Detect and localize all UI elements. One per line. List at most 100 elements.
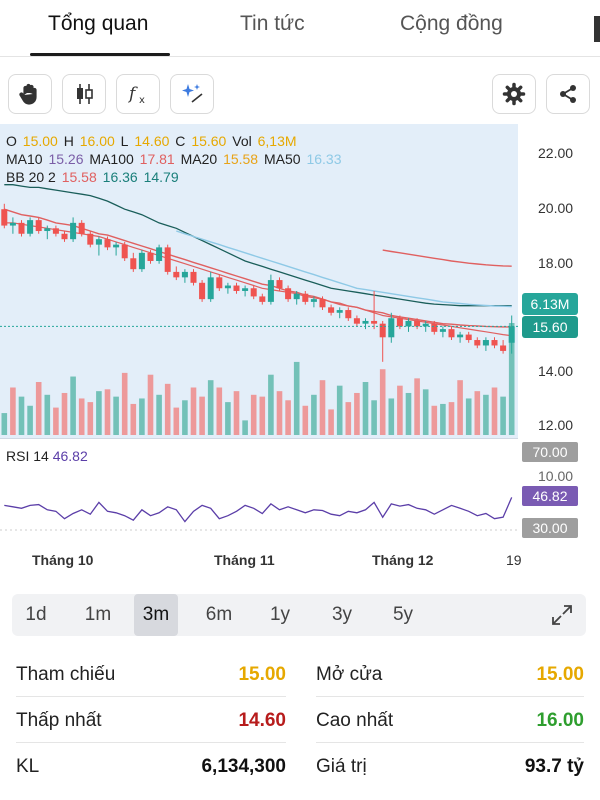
volume-bar [422, 389, 429, 435]
rsi-scale-top: 10.00 [538, 468, 574, 484]
candle-body [491, 340, 498, 346]
gear-icon [502, 82, 526, 106]
rsi-upper-badge: 70.00 [522, 442, 578, 462]
rsi-legend: RSI 14 46.82 [6, 448, 88, 464]
volume-bar [483, 394, 489, 435]
candle-body [500, 345, 507, 351]
candle-body [293, 293, 300, 300]
tab-overview[interactable]: Tổng quan [48, 12, 149, 35]
candle-body [35, 220, 42, 232]
candle-body [181, 271, 188, 278]
volume-bar [354, 392, 360, 435]
stat-reference: Tham chiếu 15.00 [16, 664, 286, 685]
candle-body [233, 285, 240, 291]
candle-body [414, 320, 421, 327]
volume-bar [414, 378, 420, 435]
period-1d[interactable]: 1d [25, 604, 47, 625]
active-tab-indicator [30, 53, 170, 56]
volume-badge: 6.13M [522, 293, 578, 315]
volume-bar [87, 402, 94, 435]
expand-icon[interactable] [550, 603, 574, 627]
candle-body [465, 334, 472, 341]
volume-bar [10, 387, 16, 435]
volume-bar [259, 396, 266, 435]
candle-body [242, 288, 249, 291]
volume-bar [293, 361, 300, 435]
volume-bar [285, 400, 291, 435]
volume-bar [500, 396, 506, 435]
price-tick: 22.00 [538, 145, 574, 161]
price-tick: 18.00 [538, 255, 574, 271]
volume-bar [139, 398, 145, 435]
volume-bar [70, 376, 76, 435]
period-1y[interactable]: 1y [269, 604, 291, 625]
indicators-button[interactable]: f x [116, 74, 160, 114]
candle-body [267, 280, 274, 302]
period-3m[interactable]: 3m [134, 594, 178, 636]
candle-body [95, 239, 102, 245]
volume-bar [345, 402, 352, 435]
candle-body [422, 323, 429, 327]
ma20-line [4, 208, 512, 328]
volume-bar [431, 405, 438, 435]
candle-body [156, 247, 163, 261]
ohlc-legend: O 15.00 H 16.00 L 14.60 C 15.60 Vol 6,13… [6, 133, 297, 149]
candle-body [396, 318, 403, 327]
ma10-line [4, 222, 512, 337]
share-icon [560, 85, 576, 103]
divider [16, 742, 286, 743]
chart-settings-button[interactable] [492, 74, 536, 114]
bollinger-upper-line [4, 184, 512, 307]
candle-body [353, 318, 360, 324]
candle-body [285, 288, 292, 300]
ai-draw-button[interactable] [170, 74, 214, 114]
candle-body [18, 222, 25, 234]
candle-body [9, 222, 16, 226]
volume-bar [405, 392, 412, 435]
share-button[interactable] [546, 74, 590, 114]
period-selector: 1d 1m 3m 6m 1y 3y 5y [12, 594, 586, 636]
volume-bar [302, 405, 309, 435]
volume-bar [199, 396, 205, 435]
candle-body [457, 334, 464, 338]
volume-bar [1, 413, 8, 435]
candle-body [113, 244, 120, 248]
volume-bar [18, 396, 25, 435]
volume-bar [457, 380, 463, 435]
tab-news[interactable]: Tin tức [240, 12, 305, 35]
volume-bar [276, 391, 283, 435]
rsi-lower-badge: 30.00 [522, 518, 578, 538]
period-1m[interactable]: 1m [84, 604, 112, 625]
top-tabs: Tổng quan Tin tức Cộng đồng [0, 0, 600, 57]
volume-bar [379, 369, 386, 435]
svg-text:f: f [127, 84, 138, 104]
period-3y[interactable]: 3y [331, 604, 353, 625]
volume-bar [319, 380, 326, 435]
candle-body [61, 233, 68, 240]
volume-bar [491, 387, 498, 435]
month-label: 19 [506, 552, 522, 568]
next-tab-edge[interactable] [594, 16, 600, 42]
candle-body [439, 329, 446, 332]
volume-bar [78, 398, 85, 435]
candle-body [224, 285, 231, 289]
period-5y[interactable]: 5y [392, 604, 414, 625]
stat-low: Thấp nhất 14.60 [16, 710, 286, 731]
period-6m[interactable]: 6m [205, 604, 233, 625]
tab-community[interactable]: Cộng đồng [400, 12, 503, 35]
stat-open: Mở cửa 15.00 [316, 664, 584, 685]
candle-body [431, 323, 438, 332]
stock-chart[interactable]: O 15.00 H 16.00 L 14.60 C 15.60 Vol 6,13… [0, 124, 600, 544]
volume-bar [190, 387, 197, 435]
volume-bar [44, 394, 51, 435]
candlestick-type-button[interactable] [62, 74, 106, 114]
candle-body [250, 288, 257, 297]
volume-bar [371, 400, 377, 435]
volume-bar [130, 403, 137, 435]
candle-body [362, 320, 369, 324]
month-label: Tháng 11 [214, 552, 275, 568]
candle-body [70, 222, 77, 240]
price-tick: 20.00 [538, 200, 574, 216]
volume-bar [207, 380, 214, 435]
hand-tool-button[interactable] [8, 74, 52, 114]
